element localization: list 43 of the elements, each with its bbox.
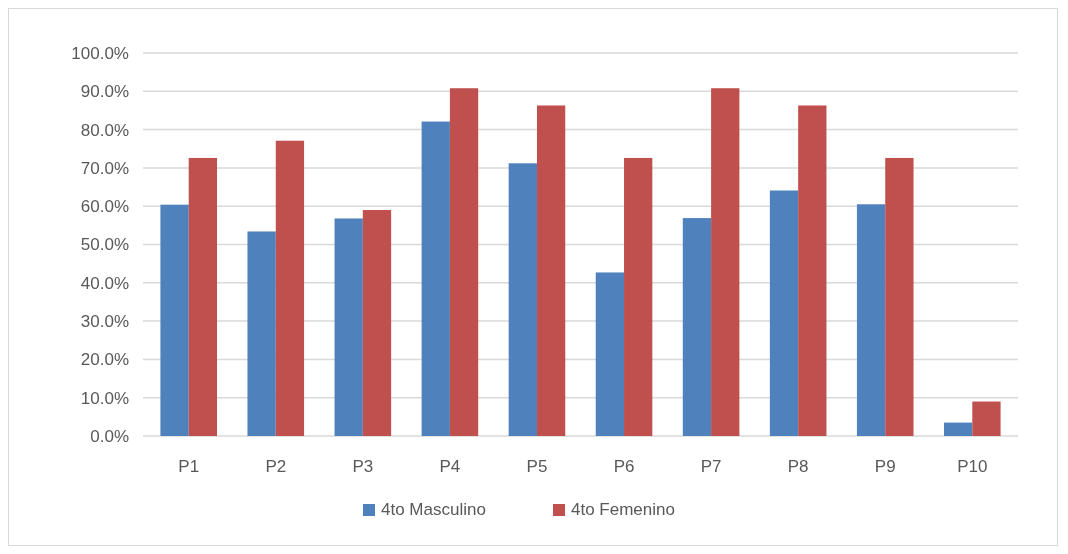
y-tick-label: 10.0% [80,388,129,408]
y-tick-label: 40.0% [80,273,129,293]
y-tick-label: 70.0% [80,158,129,178]
x-tick-label: P4 [439,457,461,476]
x-tick-label: P7 [700,457,722,476]
bar [624,157,653,436]
x-tick-label: P5 [526,457,548,476]
bar [334,218,363,436]
bar [595,272,625,436]
bar [972,401,1001,436]
y-tick-label: 20.0% [80,350,129,370]
bar [682,218,712,436]
bar [944,422,973,436]
x-tick-label: P8 [787,457,809,476]
bar [711,88,740,436]
bar [160,204,189,436]
legend-label: 4to Masculino [381,500,486,519]
y-tick-label: 80.0% [80,120,129,140]
bar [275,140,305,436]
bar [769,190,799,436]
y-tick-label: 50.0% [80,235,129,255]
x-tick-label: P3 [352,457,374,476]
bar [508,163,537,436]
bar [421,121,450,436]
y-tick-label: 100.0% [71,43,129,63]
y-tick-label: 90.0% [80,82,129,102]
bar [449,88,479,436]
x-tick-label: P1 [178,457,200,476]
bar [362,210,392,436]
y-tick-label: 60.0% [80,197,129,217]
bar [536,105,566,436]
x-tick-label: P6 [613,457,635,476]
bar [798,105,827,436]
bar [885,157,914,436]
bar [247,231,276,436]
y-tick-label: 30.0% [80,312,129,332]
bar [856,204,886,436]
x-tick-label: P2 [265,457,287,476]
legend-label: 4to Femenino [571,500,675,519]
x-tick-label: P9 [874,457,896,476]
x-tick-label: P10 [957,457,988,476]
bar [188,157,218,436]
y-tick-label: 0.0% [90,426,129,446]
